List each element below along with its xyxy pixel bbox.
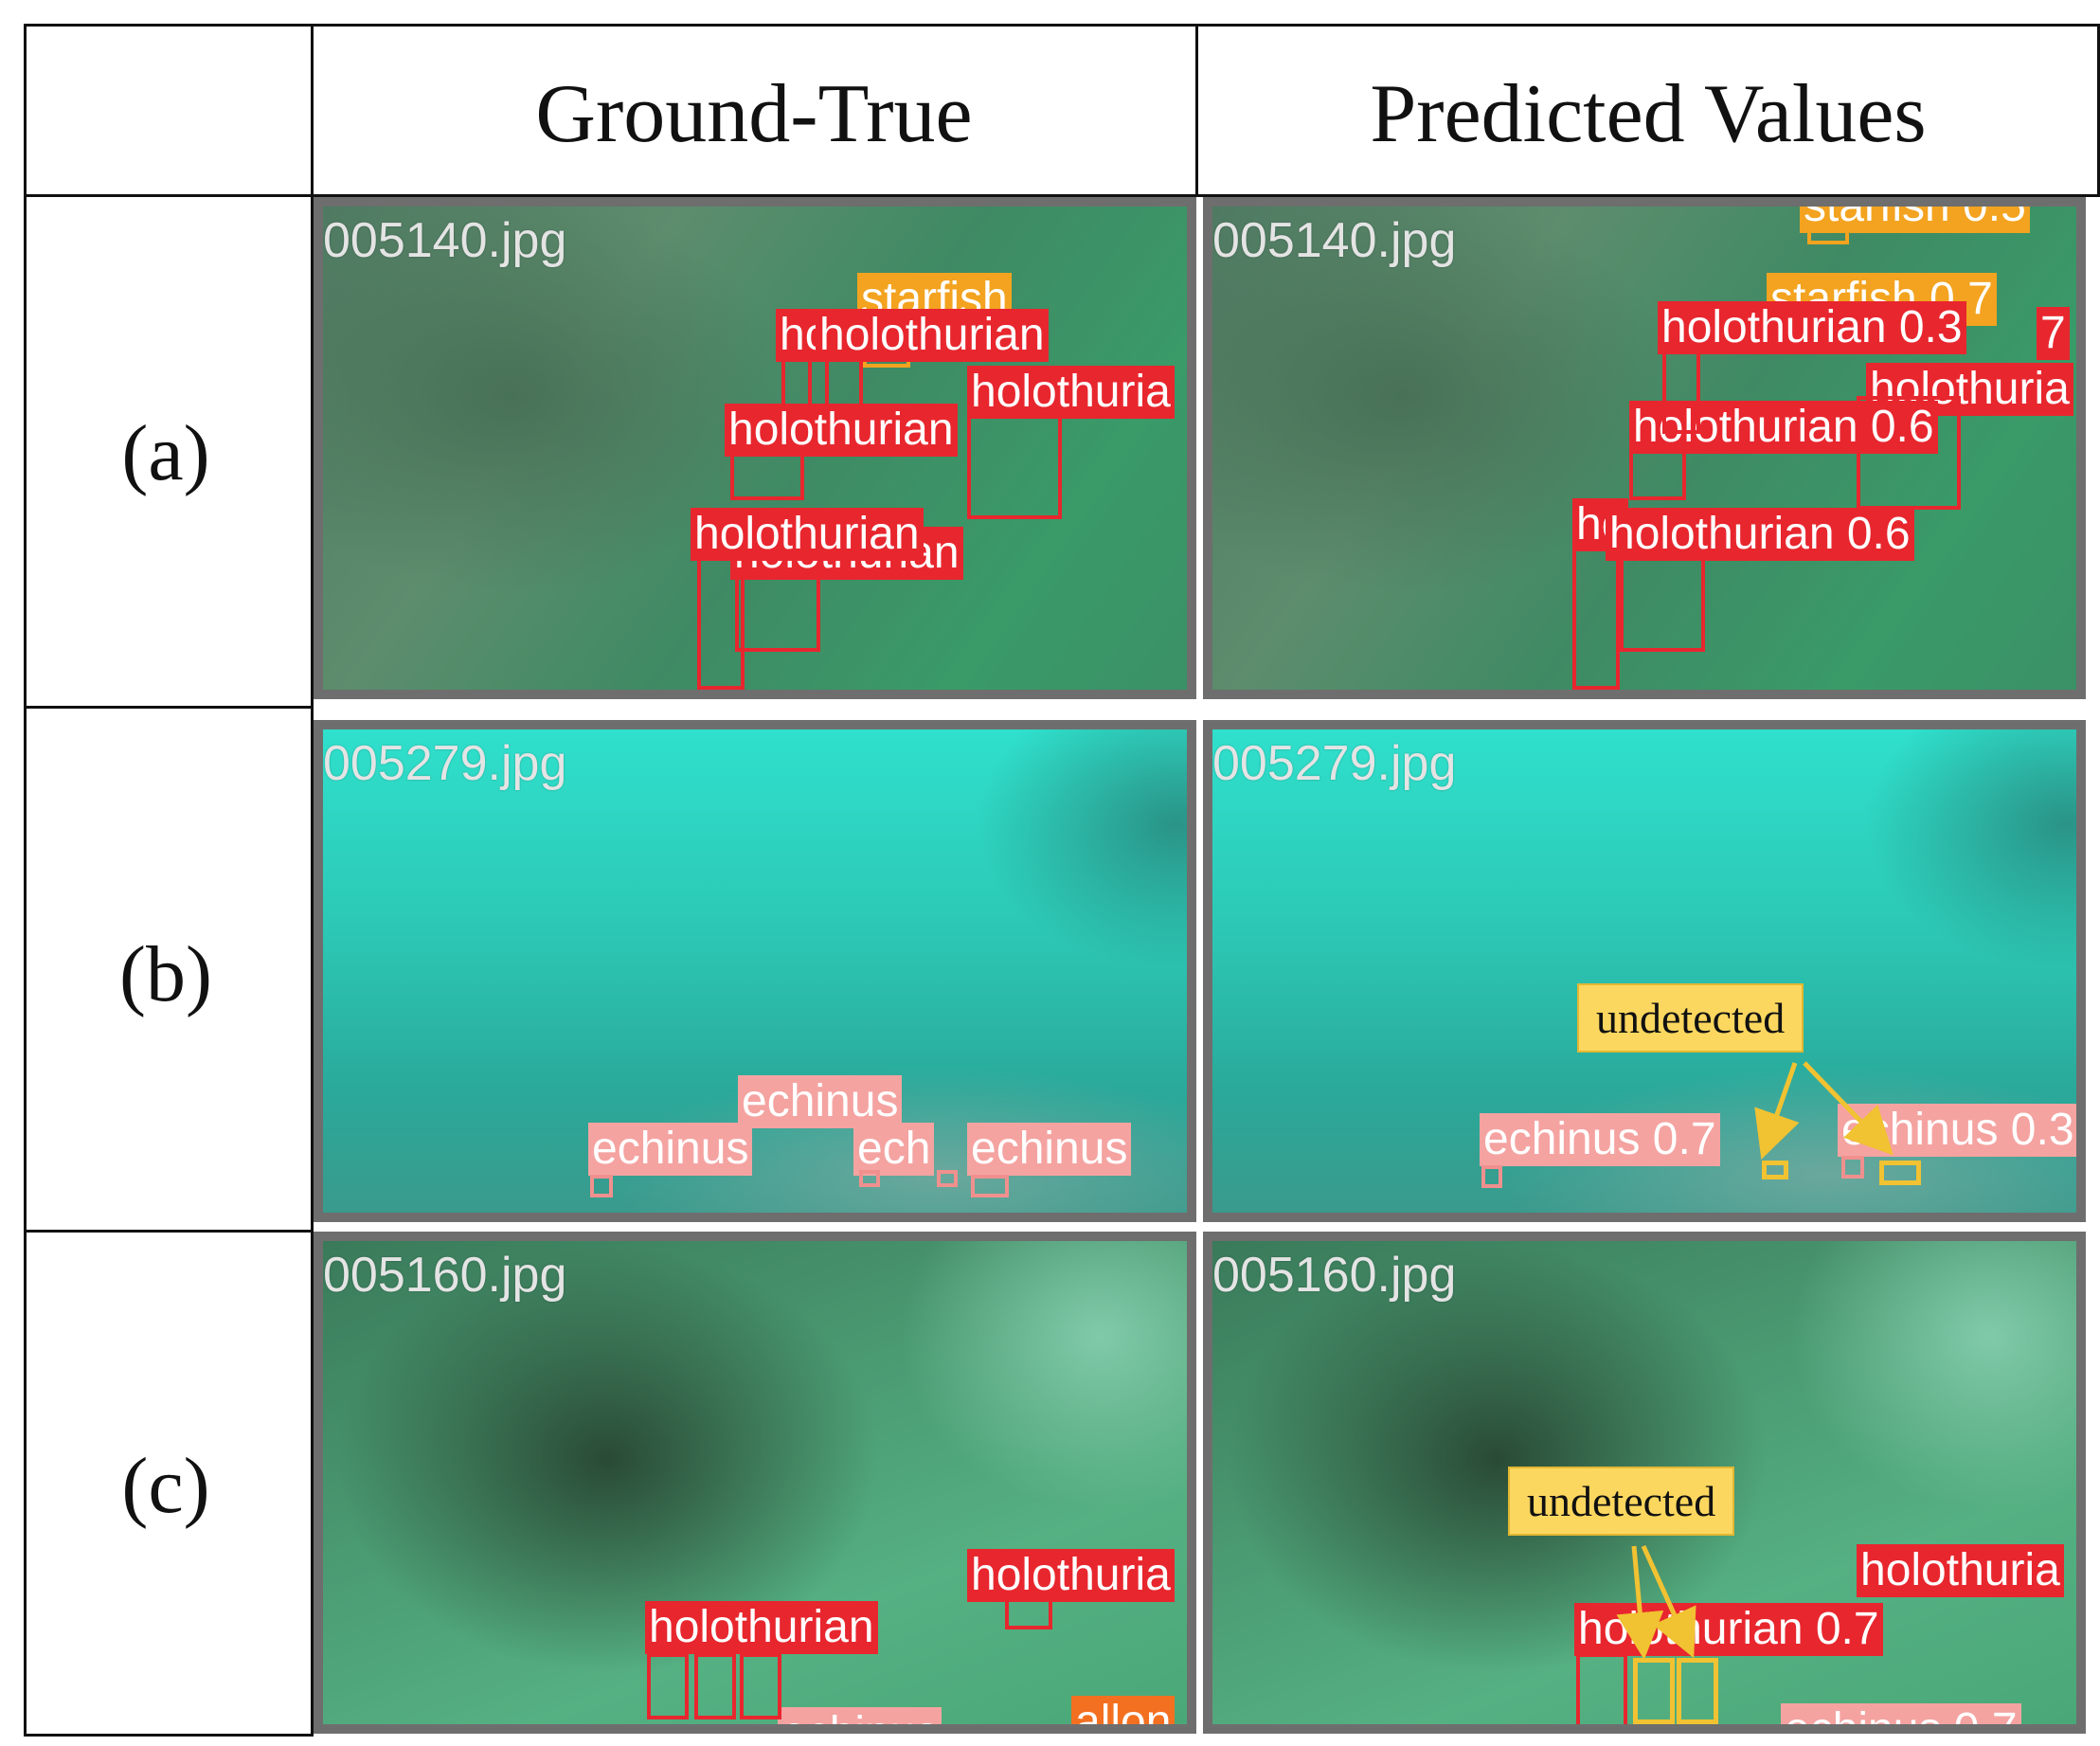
table-line-left (24, 24, 27, 1737)
table-line-bottom (24, 1734, 313, 1737)
bbox-undetected (1633, 1658, 1675, 1724)
filename-c-gt: 005160.jpg (323, 1248, 567, 1303)
label-echinus: echinus (967, 1123, 1132, 1176)
bbox (1576, 1653, 1627, 1724)
table-line-header (24, 194, 2100, 197)
label-echinus-score: echinus 0.7 (1781, 1703, 2021, 1724)
bbox-echinus (859, 1170, 880, 1187)
label-holothurian: holothurian (816, 309, 1049, 362)
label-holothurian-score: 7 (2037, 307, 2070, 360)
bbox-echinus (1481, 1165, 1502, 1188)
bbox (740, 1653, 781, 1719)
label-echinus-score: echinus 0.3 (1838, 1104, 2076, 1157)
image-panel-a-gt: 005140.jpg starfish hc holothurian holot… (314, 197, 1196, 699)
bbox-undetected (1879, 1161, 1921, 1185)
label-echinus-score: echinus 0.7 (1480, 1113, 1720, 1166)
bbox-echinus (971, 1175, 1009, 1197)
bbox (1857, 396, 1961, 510)
row-label-a: (a) (121, 409, 210, 497)
callout-undetected-c: undetected (1508, 1467, 1735, 1536)
label-echinus: echinus (738, 1075, 903, 1128)
table-line-right (2097, 24, 2100, 196)
bbox (1620, 557, 1705, 652)
bbox-echinus (590, 1175, 613, 1197)
table-line-label-col (311, 24, 314, 1737)
label-holothurian-score: holothurian 0.3 (1658, 301, 1966, 354)
label-holothurian-score: holothurian 0.7 (1574, 1603, 1883, 1656)
label-holothurian-score: holothuria (1866, 363, 2073, 416)
filename-a-gt: 005140.jpg (323, 213, 567, 268)
label-holothurian: holothuria (967, 1549, 1175, 1602)
filename-b-pred: 005279.jpg (1212, 736, 1457, 791)
label-holothurian: holothuria (967, 366, 1175, 419)
label-holothurian: holothurian (645, 1601, 878, 1654)
row-label-c: (c) (121, 1442, 210, 1530)
label-echinus: ech (853, 1123, 935, 1176)
label-echinus: echinus (588, 1123, 753, 1176)
bbox (1005, 1592, 1052, 1629)
bbox (1629, 443, 1686, 500)
bbox-undetected (1677, 1658, 1718, 1724)
filename-a-pred: 005140.jpg (1212, 213, 1457, 268)
label-holothurian-score: holothuria (1857, 1544, 2064, 1597)
bbox-echinus (937, 1170, 958, 1187)
label-holothurian: holothurian (691, 508, 924, 561)
header-ground-true: Ground-True (535, 68, 973, 160)
filename-b-gt: 005279.jpg (323, 736, 567, 791)
bbox (694, 1653, 736, 1719)
table-line-row-a (24, 706, 313, 709)
label-holothurian: holothurian (725, 404, 958, 457)
table-line-mid (1195, 24, 1198, 196)
image-panel-b-pred: 005279.jpg echinus 0.7 echinus 0.3 (1203, 720, 2086, 1222)
table-line-row-b (24, 1230, 313, 1233)
bbox-echinus (1841, 1156, 1864, 1179)
table-line-top (24, 24, 2100, 27)
bbox-undetected (1762, 1161, 1788, 1179)
image-panel-a-pred: 005140.jpg starfish 0.5 starfish 0.7 hol… (1203, 197, 2086, 699)
label-holothurian-score: holothurian 0.6 (1606, 508, 1914, 561)
bbox (1572, 548, 1620, 690)
header-predicted-values: Predicted Values (1370, 68, 1927, 160)
image-panel-c-gt: 005160.jpg holothuria holothurian echinu… (314, 1232, 1196, 1734)
bbox (647, 1653, 689, 1719)
bbox (1662, 349, 1700, 434)
filename-c-pred: 005160.jpg (1212, 1248, 1457, 1303)
label-echinus: echinus (778, 1707, 942, 1724)
label-allon: allon (1071, 1696, 1176, 1724)
image-panel-b-gt: 005279.jpg echinus echinus ech echinus (314, 720, 1196, 1222)
callout-undetected-b: undetected (1577, 983, 1804, 1053)
row-label-b: (b) (119, 930, 212, 1018)
label-starfish-score: starfish 0.5 (1800, 207, 2030, 233)
